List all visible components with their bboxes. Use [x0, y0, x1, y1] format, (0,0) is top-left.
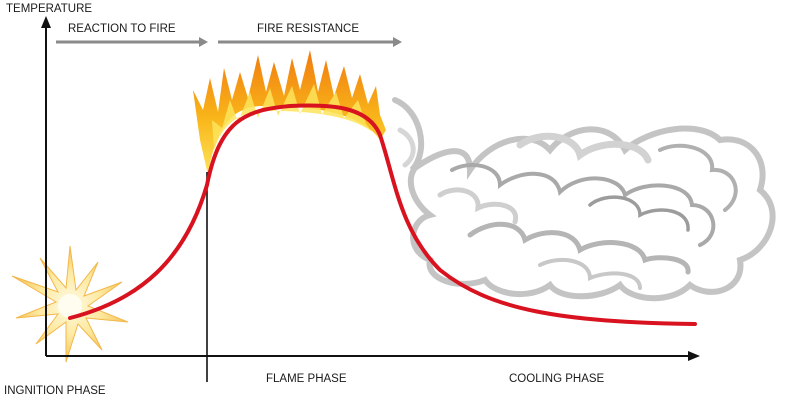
ignition-phase-label: INGNITION PHASE [4, 385, 106, 397]
reaction-to-fire-label: REACTION TO FIRE [68, 23, 176, 35]
axes [41, 16, 700, 382]
spark-icon [11, 245, 129, 363]
fire-resistance-arrow [218, 37, 402, 47]
temperature-curve [68, 103, 697, 326]
cooling-phase-label: COOLING PHASE [509, 373, 605, 385]
y-axis-arrowhead [41, 16, 51, 28]
x-axis-arrowhead [688, 351, 700, 361]
flame-phase-label: FLAME PHASE [266, 373, 347, 385]
smoke-icon [392, 97, 776, 302]
flame-icon [193, 50, 386, 175]
reaction-to-fire-arrow [56, 37, 208, 47]
fire-resistance-label: FIRE RESISTANCE [257, 23, 359, 35]
y-axis-label: TEMPERATURE [6, 3, 92, 15]
